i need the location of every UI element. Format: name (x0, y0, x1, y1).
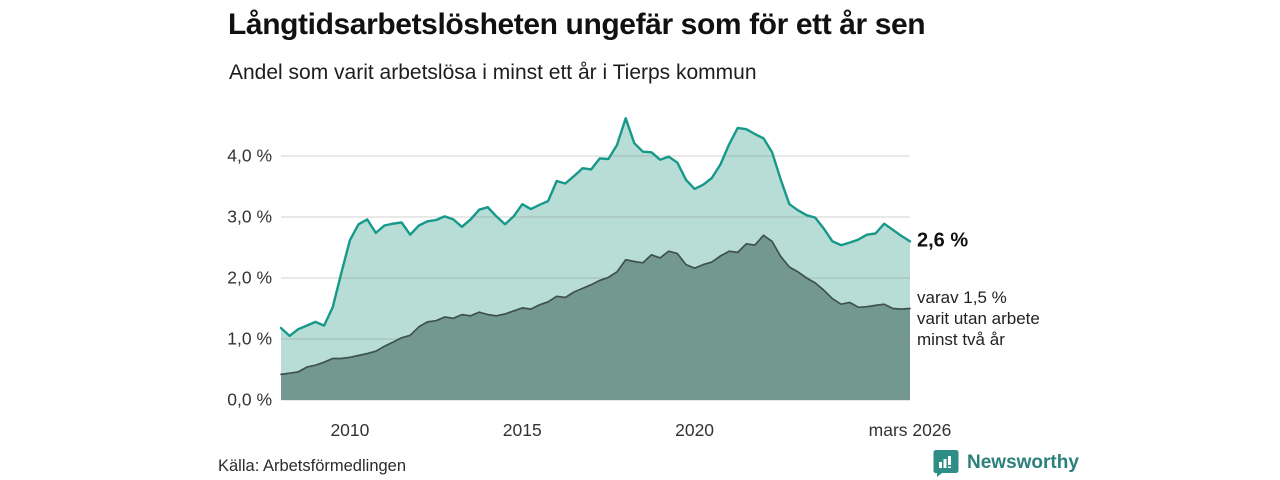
brand-name: Newsworthy (967, 452, 1079, 473)
subseries-area-fill (281, 235, 910, 400)
y-tick-label: 0,0 % (227, 389, 272, 410)
subseries-annotation-line: minst två år (917, 330, 1005, 349)
subseries-annotation-line: varit utan arbete (917, 309, 1040, 328)
bar-chart-speech-bubble-icon (933, 450, 959, 477)
y-tick-label: 4,0 % (227, 145, 272, 166)
source-caption: Källa: Arbetsförmedlingen (218, 457, 407, 475)
y-tick-label: 2,0 % (227, 267, 272, 288)
subseries-annotation-line: varav 1,5 % (917, 288, 1007, 307)
x-tick-label: 2010 (330, 420, 370, 440)
subseries-annotation: varav 1,5 % varit utan arbete minst två … (917, 287, 1040, 350)
x-tick-label: 2015 (502, 420, 542, 440)
chart-subtitle: Andel som varit arbetslösa i minst ett å… (229, 61, 757, 84)
y-tick-label: 3,0 % (227, 206, 272, 227)
brand-lockup: Newsworthy (933, 449, 1079, 477)
y-tick-label: 1,0 % (227, 328, 272, 349)
total-line (279, 117, 912, 338)
x-tick-label: 2020 (675, 420, 715, 440)
x-tick-label: mars 2026 (868, 420, 952, 440)
subseries-line (280, 234, 911, 376)
chart-title: Långtidsarbetslösheten ungefär som för e… (228, 8, 926, 41)
series-end-value-label: 2,6 % (917, 229, 969, 252)
